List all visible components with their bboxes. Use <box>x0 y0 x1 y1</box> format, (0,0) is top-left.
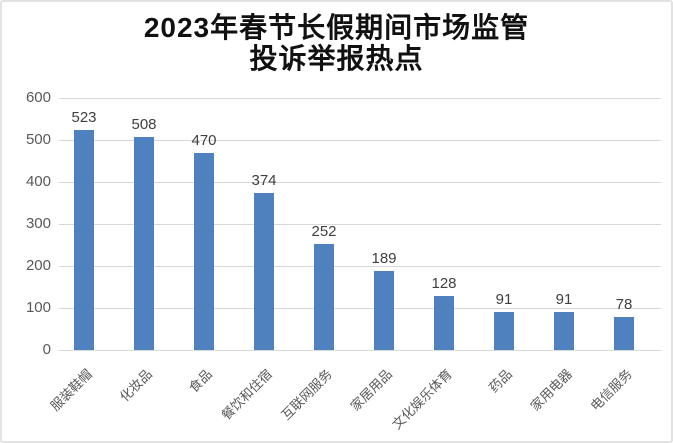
bar-value-label: 508 <box>131 115 157 133</box>
gridline <box>59 265 661 267</box>
bar-value-label: 128 <box>431 275 457 293</box>
bar <box>554 311 574 350</box>
bar-value-label: 252 <box>311 223 337 241</box>
chart-title-line1: 2023年春节长假期间市场监管 <box>143 12 530 43</box>
gridline <box>59 223 661 225</box>
gridline <box>59 97 661 99</box>
bar <box>614 317 634 350</box>
bar-value-label: 91 <box>555 290 573 308</box>
bar <box>314 244 334 350</box>
bar <box>194 152 214 350</box>
gridline <box>59 307 661 309</box>
y-axis-tick-label: 200 <box>25 257 51 274</box>
chart-title: 2023年春节长假期间市场监管 投诉举报热点 <box>2 12 671 74</box>
gridline <box>59 181 661 183</box>
bar <box>494 311 514 350</box>
bar <box>374 270 394 350</box>
bar-value-label: 91 <box>495 290 513 308</box>
bar-value-label: 189 <box>371 249 397 267</box>
bar-value-label: 374 <box>251 171 277 189</box>
gridline <box>59 139 661 141</box>
y-axis-tick-label: 100 <box>25 299 51 316</box>
bar <box>74 130 94 350</box>
bar-value-label: 523 <box>71 109 97 127</box>
bar-value-label: 78 <box>615 296 633 314</box>
bar <box>254 192 274 350</box>
bar <box>134 136 154 350</box>
bar <box>434 296 454 350</box>
y-axis-tick-label: 500 <box>25 131 51 148</box>
y-axis-tick-label: 400 <box>25 173 51 190</box>
chart-title-line2: 投诉举报热点 <box>249 43 424 74</box>
y-axis-tick-label: 300 <box>25 215 51 232</box>
bar-value-label: 470 <box>191 131 217 149</box>
y-axis-tick-label: 600 <box>25 89 51 106</box>
y-axis-tick-label: 0 <box>42 341 51 358</box>
gridline <box>59 349 661 351</box>
